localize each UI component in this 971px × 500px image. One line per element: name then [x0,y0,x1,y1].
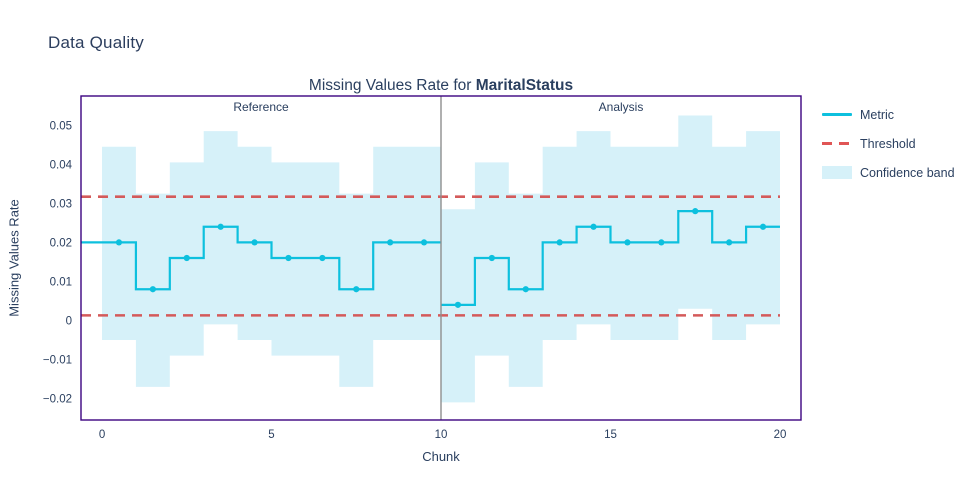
chart-title: Missing Values Rate for MaritalStatus [309,77,573,95]
metric-marker-chunk-5 [285,254,292,262]
y-axis-label: Missing Values Rate [6,199,22,317]
metric-marker-chunk-8 [387,239,394,246]
y-tick-label: 0.02 [50,237,72,249]
plot-border [80,95,802,421]
metric-marker-chunk-18 [726,239,733,246]
analysis-region-label: Analysis [598,100,644,114]
y-tick-label: 0.01 [50,276,72,288]
legend-item-label: Confidence band [860,165,955,180]
metric-line-swatch-icon [822,113,852,116]
x-axis-label: Chunk [422,449,460,464]
legend: Metric Threshold Confidence band [822,100,955,187]
metric-marker-chunk-12 [522,286,529,293]
metric-marker-chunk-14 [590,223,597,230]
chart-title-column-name: MaritalStatus [475,77,574,94]
metric-marker-chunk-11 [488,254,495,262]
x-tick-label: 20 [774,429,787,441]
y-tick-label: −0.02 [43,394,72,406]
x-tick-label: 0 [99,429,105,441]
metric-marker-chunk-10 [454,301,462,308]
metric-marker-chunk-19 [759,223,767,230]
legend-item-label: Metric [860,107,895,122]
threshold-dash-swatch-icon [822,142,852,145]
metric-marker-chunk-2 [183,254,190,262]
metric-marker-chunk-16 [658,239,665,246]
x-tick-label: 5 [268,429,274,441]
confidence-band-analysis [441,115,780,403]
legend-item-metric[interactable]: Metric [822,100,955,129]
y-tick-label: −0.01 [43,354,72,366]
metric-marker-chunk-6 [319,254,326,262]
legend-item-threshold[interactable]: Threshold [822,129,955,158]
y-tick-label: 0.03 [50,198,72,210]
metric-marker-chunk-17 [692,208,699,215]
metric-marker-chunk-9 [420,239,428,246]
y-tick-label: 0.05 [50,120,72,132]
metric-marker-chunk-13 [556,239,563,246]
chart-title-prefix: Missing Values Rate for [308,77,476,94]
legend-item-confidence-band[interactable]: Confidence band [822,158,955,187]
metric-line-analysis [441,210,780,306]
page-title: Data Quality [48,33,144,52]
metric-marker-chunk-15 [624,239,631,246]
metric-marker-chunk-3 [217,223,224,230]
metric-marker-chunk-1 [149,286,156,293]
x-tick-label: 10 [435,429,448,441]
metric-marker-chunk-4 [251,239,258,246]
reference-region-label: Reference [233,100,289,114]
y-tick-label: 0.04 [50,159,73,171]
legend-item-label: Threshold [860,136,916,151]
y-tick-label: 0 [66,315,72,327]
metric-marker-chunk-0 [115,239,123,246]
metric-marker-chunk-7 [353,286,360,293]
confidence-band-swatch-icon [822,166,852,179]
x-tick-label: 15 [604,429,617,441]
